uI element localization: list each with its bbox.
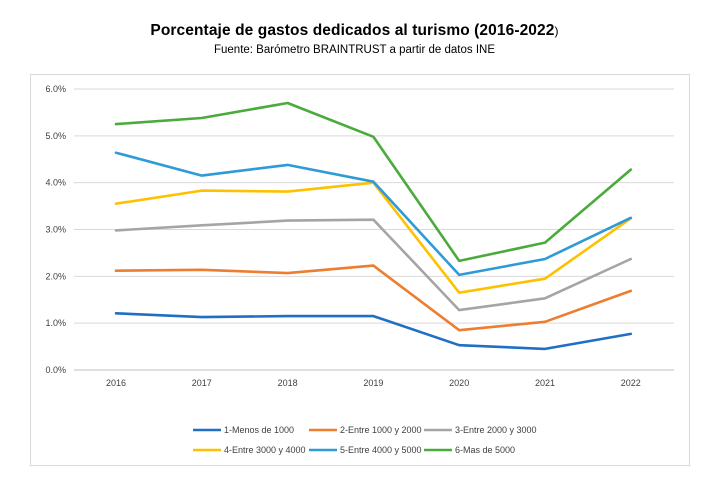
y-tick-label: 3.0% [45, 225, 66, 235]
series-line [114, 311, 633, 351]
y-tick-label: 4.0% [45, 178, 66, 188]
y-tick-label: 1.0% [45, 318, 66, 328]
x-tick-label: 2018 [278, 378, 298, 388]
chart-title: Porcentaje de gastos dedicados al turism… [0, 22, 709, 40]
x-tick-label: 2022 [621, 378, 641, 388]
legend-label: 5-Entre 4000 y 5000 [340, 445, 422, 455]
chart-header: Porcentaje de gastos dedicados al turism… [0, 22, 709, 56]
x-tick-label: 2021 [535, 378, 555, 388]
legend-item: 3-Entre 2000 y 3000 [424, 425, 537, 435]
x-axis-ticks: 2016 2017 2018 2019 2020 2021 2022 [106, 378, 641, 388]
series-line [114, 101, 633, 263]
legend: 1-Menos de 1000 2-Entre 1000 y 2000 3-Entr… [193, 425, 537, 455]
legend-item: 1-Menos de 1000 [193, 425, 294, 435]
y-tick-label: 6.0% [45, 84, 66, 94]
series-lines [114, 101, 633, 351]
x-tick-label: 2017 [192, 378, 212, 388]
y-tick-label: 0.0% [45, 365, 66, 375]
legend-label: 1-Menos de 1000 [224, 425, 294, 435]
y-axis-ticks: 0.0% 1.0% 2.0% 3.0% 4.0% 5.0% 6.0% [45, 84, 66, 375]
legend-item: 2-Entre 1000 y 2000 [309, 425, 422, 435]
chart-title-text: Porcentaje de gastos dedicados al turism… [150, 22, 555, 39]
x-tick-label: 2016 [106, 378, 126, 388]
legend-label: 6-Mas de 5000 [455, 445, 515, 455]
x-tick-label: 2019 [363, 378, 383, 388]
legend-item: 5-Entre 4000 y 5000 [309, 445, 422, 455]
legend-item: 6-Mas de 5000 [424, 445, 515, 455]
legend-label: 3-Entre 2000 y 3000 [455, 425, 537, 435]
y-tick-label: 2.0% [45, 271, 66, 281]
chart-subtitle: Fuente: Barómetro BRAINTRUST a partir de… [213, 44, 495, 56]
y-tick-label: 5.0% [45, 131, 66, 141]
series-line [114, 218, 633, 312]
series-line [114, 264, 633, 332]
legend-item: 4-Entre 3000 y 4000 [193, 445, 306, 455]
legend-label: 4-Entre 3000 y 4000 [224, 445, 306, 455]
legend-label: 2-Entre 1000 y 2000 [340, 425, 422, 435]
series-line [114, 151, 633, 277]
chart-title-suffix: ) [554, 24, 559, 38]
chart-frame [30, 74, 690, 466]
x-tick-label: 2020 [449, 378, 469, 388]
gridlines [74, 88, 674, 371]
